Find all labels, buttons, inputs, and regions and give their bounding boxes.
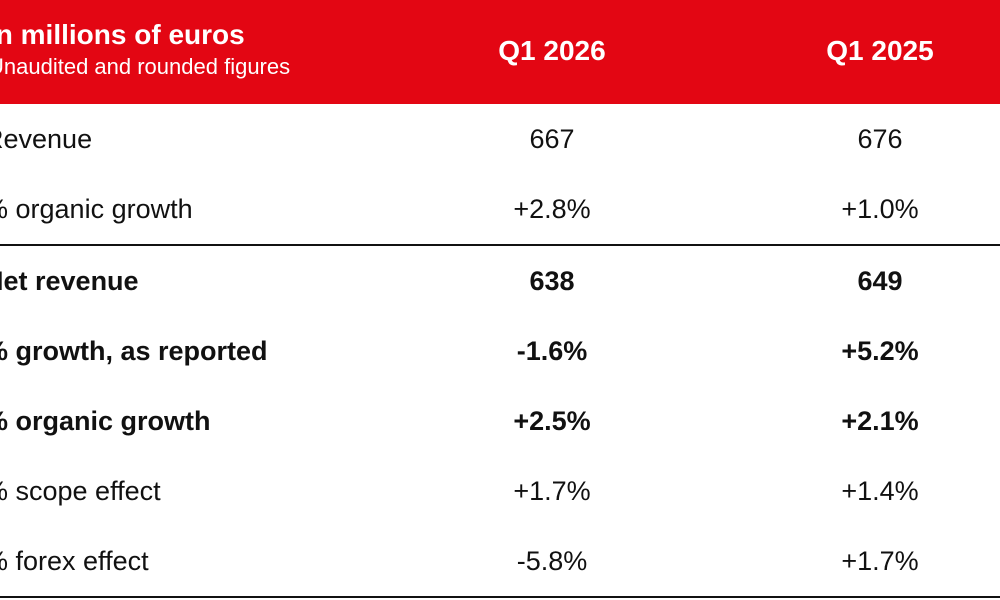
row-label: Revenue — [0, 124, 93, 154]
column-header-q1-2025: Q1 2025 — [826, 35, 934, 66]
section-divider — [0, 244, 1000, 246]
cell-q1-2026: -1.6% — [516, 336, 588, 366]
bottom-rule — [0, 596, 1000, 598]
figures-note: Unaudited and rounded figures — [0, 54, 291, 79]
row-label: % forex effect — [0, 546, 149, 576]
table-row-net-organic-growth: % organic growth +2.5% +2.1% — [0, 386, 1000, 456]
cell-q1-2025: +1.7% — [841, 546, 919, 576]
table-header: In millions of euros Unaudited and round… — [0, 0, 1000, 104]
cell-q1-2026: 638 — [529, 266, 575, 296]
table-row-scope-effect: % scope effect +1.7% +1.4% — [0, 456, 1000, 526]
row-label: Net revenue — [0, 266, 139, 296]
cell-q1-2026: -5.8% — [516, 546, 588, 576]
cell-q1-2025: +5.2% — [841, 336, 919, 366]
cell-q1-2025: +1.4% — [841, 476, 919, 506]
table-row-forex-effect: % forex effect -5.8% +1.7% — [0, 526, 1000, 596]
cell-q1-2026: 667 — [529, 124, 575, 154]
units-title: In millions of euros — [0, 19, 245, 50]
cell-q1-2025: 649 — [857, 266, 903, 296]
table-row-revenue: Revenue 667 676 — [0, 104, 1000, 174]
table-row-growth-reported: % growth, as reported -1.6% +5.2% — [0, 316, 1000, 386]
cell-q1-2026: +1.7% — [513, 476, 591, 506]
cell-q1-2025: +1.0% — [841, 194, 919, 224]
row-label: % scope effect — [0, 476, 161, 506]
row-label: % growth, as reported — [0, 336, 268, 366]
table-row-organic-growth: % organic growth +2.8% +1.0% — [0, 174, 1000, 244]
column-header-q1-2026: Q1 2026 — [498, 35, 606, 66]
row-label: % organic growth — [0, 194, 193, 224]
cell-q1-2026: +2.8% — [513, 194, 591, 224]
header-caption: In millions of euros Unaudited and round… — [0, 18, 346, 82]
table-row-net-revenue: Net revenue 638 649 — [0, 246, 1000, 316]
row-label: % organic growth — [0, 406, 211, 436]
cell-q1-2026: +2.5% — [513, 406, 591, 436]
cell-q1-2025: 676 — [857, 124, 903, 154]
cell-q1-2025: +2.1% — [841, 406, 919, 436]
